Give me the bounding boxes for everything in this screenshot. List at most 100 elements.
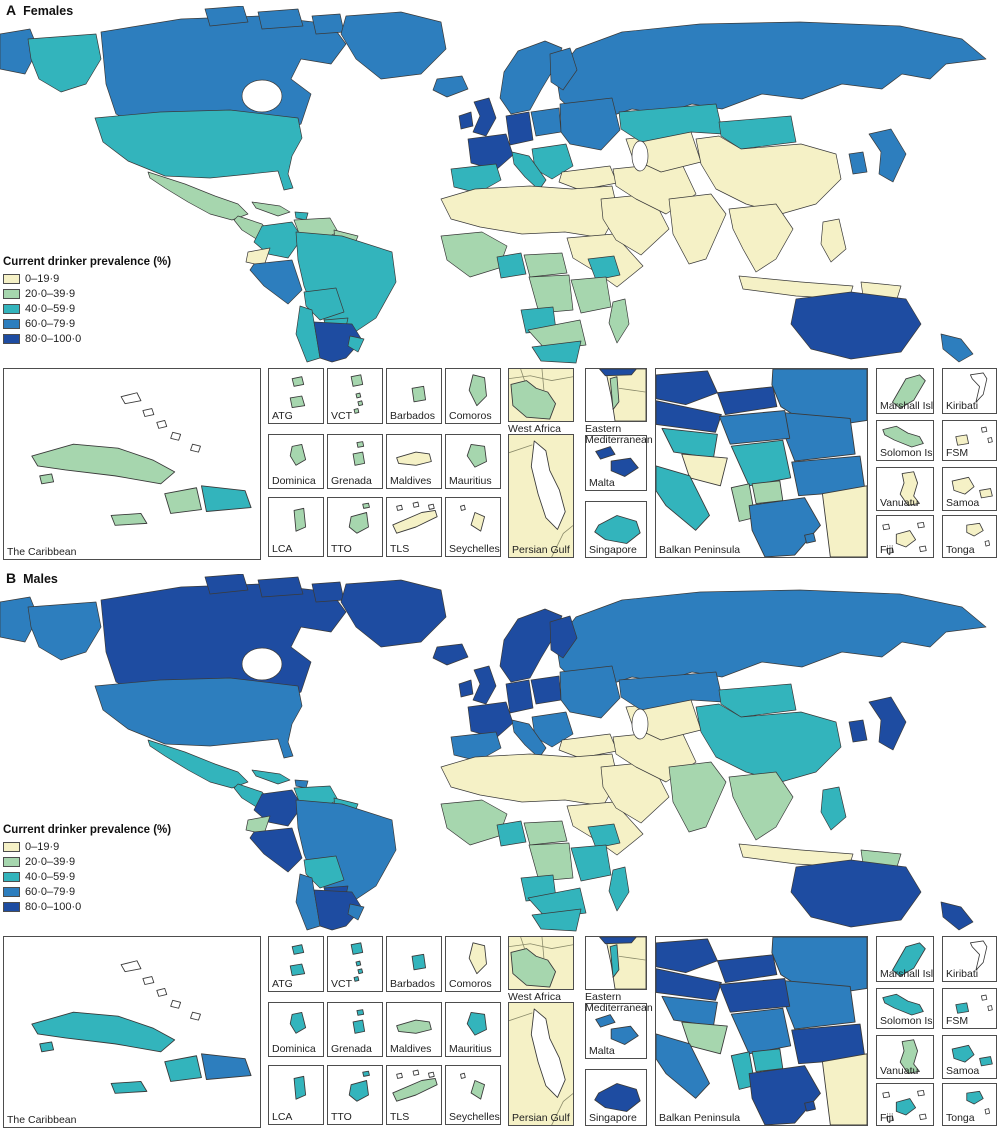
legend-label: 60·0–79·9 <box>25 885 76 898</box>
inset-shape-greece <box>804 532 816 544</box>
region-greenland <box>340 579 447 648</box>
region-ireland <box>458 679 474 698</box>
inset-seychelles: Seychelles <box>445 1065 501 1125</box>
region-poland <box>530 675 562 705</box>
region-peru <box>249 827 303 873</box>
legend-item: 20·0–39·9 <box>3 286 171 301</box>
inset-shape-band <box>955 434 969 446</box>
inset-shape-austria <box>656 400 722 433</box>
inset-atg: ATG <box>268 936 324 992</box>
inset-shape-band <box>594 515 641 544</box>
inset-shape <box>460 1072 466 1079</box>
inset-shape-band <box>350 374 364 387</box>
inset-label: TLS <box>390 1111 410 1123</box>
region-china <box>695 135 842 215</box>
inset-label: Grenada <box>331 475 372 487</box>
inset-label: Vanuatu <box>880 497 919 509</box>
legend-swatch-0-19 <box>3 841 20 852</box>
inset-tls: TLS <box>386 497 442 557</box>
legend-swatch-40-59 <box>3 303 20 314</box>
inset-label: TTO <box>331 1111 352 1123</box>
inset-dominica: Dominica <box>268 434 324 489</box>
inset-shape-hungary <box>718 410 791 445</box>
inset-shape-band <box>396 451 432 466</box>
inset-shape-band <box>955 1002 969 1014</box>
inset-balkan-peninsula: Balkan Peninsula <box>655 368 868 558</box>
inset-maldives: Maldives <box>386 1002 442 1057</box>
inset-shape-israel <box>609 376 620 410</box>
inset-label: Seychelles <box>449 1111 500 1123</box>
legend-label: 80·0–100·0 <box>25 332 82 345</box>
inset-lca: LCA <box>268 1065 324 1125</box>
inset-shape-cuba <box>39 473 55 485</box>
region-turkey <box>558 165 618 191</box>
inset-shape-jamaica <box>110 1081 148 1094</box>
inset-label: FSM <box>946 1015 969 1027</box>
inset-marshall: Marshall Isl <box>876 368 934 414</box>
legend-label: 40·0–59·9 <box>25 302 76 315</box>
inset-label: Singapore <box>589 544 637 556</box>
inset-fsm: FSM <box>942 988 997 1029</box>
inset-shape-band <box>362 502 370 509</box>
inset-vanuatu: Vanuatu <box>876 1035 934 1079</box>
inset-shape-cuba <box>31 1011 176 1053</box>
inset-shape-band <box>899 471 920 506</box>
legend-swatch-80-100 <box>3 333 20 344</box>
inset-tls: TLS <box>386 1065 442 1125</box>
inset-barbados: Barbados <box>386 936 442 992</box>
inset-shape <box>917 521 925 529</box>
region-ethiopia <box>587 823 621 849</box>
region-spain <box>450 731 502 762</box>
legend-item: 40·0–59·9 <box>3 869 171 884</box>
legend-swatch-40-59 <box>3 871 20 882</box>
inset-fsm: FSM <box>942 420 997 461</box>
inset-shape-band <box>466 1012 487 1036</box>
border-line <box>509 1012 533 1022</box>
inset-label: ATG <box>272 410 293 422</box>
region-alaska <box>27 601 102 661</box>
inset-seychelles: Seychelles <box>445 497 501 557</box>
inset-shape-italy <box>656 1033 710 1099</box>
region-uruguay <box>347 903 365 921</box>
region-france <box>467 133 514 171</box>
inset-label: Samoa <box>946 1065 980 1077</box>
region-philippines <box>820 218 847 263</box>
region-japan <box>868 696 907 751</box>
inset-shape-band <box>979 488 993 499</box>
inset-tonga: Tonga <box>942 515 997 558</box>
region-easteurope <box>559 665 621 719</box>
region-drc <box>528 274 574 314</box>
region-nz <box>940 901 974 931</box>
region-germany <box>505 111 534 146</box>
inset-fiji: Fiji <box>876 515 934 558</box>
inset-label: Persian Gulf <box>512 1112 570 1124</box>
region-iceland <box>432 75 469 98</box>
inset-shape-band <box>895 530 917 548</box>
region-northafrica <box>440 753 619 807</box>
region-westafrica <box>440 799 508 846</box>
inset-eastern-mediterranean <box>585 936 647 990</box>
inset-barbados: Barbados <box>386 368 442 424</box>
inset-label: Grenada <box>331 1043 372 1055</box>
region-bolivia <box>303 287 345 321</box>
inset-shape <box>530 1008 566 1098</box>
region-ireland <box>458 111 474 130</box>
region-germany <box>505 679 534 714</box>
legend: Current drinker prevalence (%) 0–19·9 20… <box>3 824 171 914</box>
inset-shape <box>886 1115 894 1122</box>
inset-lca: LCA <box>268 497 324 557</box>
inset-shape <box>428 1071 435 1078</box>
inset-shape <box>156 420 168 429</box>
inset-shape <box>170 431 182 441</box>
inset-shape <box>987 437 993 444</box>
legend-item: 0–19·9 <box>3 839 171 854</box>
region-india <box>668 193 727 265</box>
inset-grenada: Grenada <box>327 1002 383 1057</box>
region-canada <box>257 576 304 598</box>
region-argentina <box>313 889 363 931</box>
legend-title: Current drinker prevalence (%) <box>3 824 172 836</box>
inset-label: Kiribati <box>946 400 979 412</box>
inset-shape <box>412 1069 420 1076</box>
inset-label: FSM <box>946 447 969 459</box>
region-philippines <box>820 786 847 831</box>
